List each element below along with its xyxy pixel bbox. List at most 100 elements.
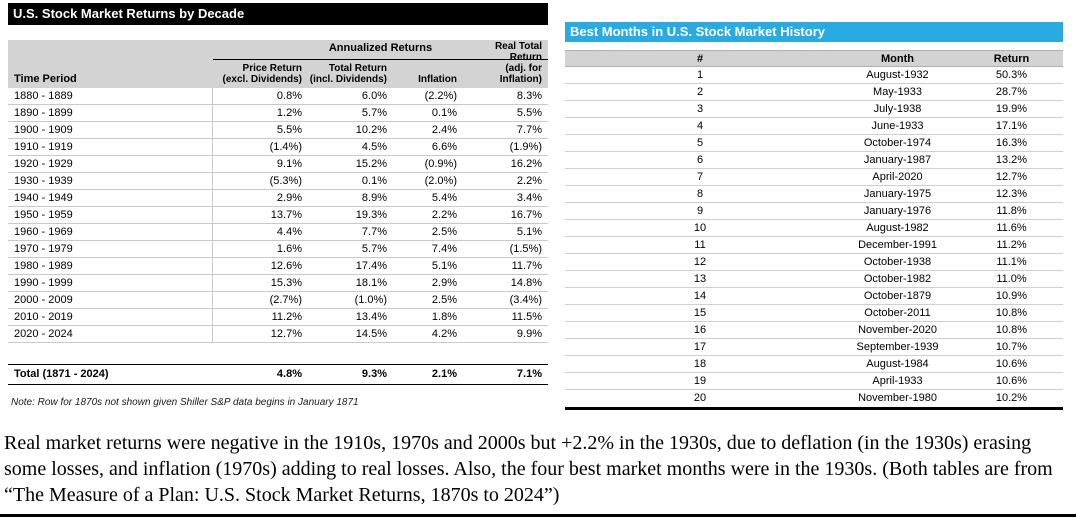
table-row: 11 December-1991 11.2% bbox=[565, 237, 1063, 254]
table-row: 1970 - 1979 1.6% 5.7% 7.4% (1.5%) bbox=[8, 241, 548, 258]
cell-month: July-1938 bbox=[873, 103, 922, 115]
cell-real-total-return: 7.7% bbox=[516, 124, 542, 136]
total-row-real: 7.1% bbox=[516, 368, 542, 380]
cell-return: 12.7% bbox=[995, 171, 1028, 183]
cell-rank: 20 bbox=[693, 392, 707, 404]
cell-real-total-return: 16.7% bbox=[510, 209, 542, 221]
column-header-real-total-return: Real Total Return (adj. for Inflation) bbox=[494, 41, 542, 85]
table-row: 13 October-1982 11.0% bbox=[565, 271, 1063, 288]
cell-month: January-1975 bbox=[863, 188, 932, 200]
cell-rank: 5 bbox=[696, 137, 704, 149]
table-row: 1940 - 1949 2.9% 8.9% 5.4% 3.4% bbox=[8, 190, 548, 207]
cell-inflation: 2.5% bbox=[431, 226, 457, 238]
cell-inflation: (0.9%) bbox=[424, 158, 457, 170]
cell-time-period: 2020 - 2024 bbox=[8, 326, 213, 342]
column-header-rank: # bbox=[696, 53, 704, 65]
cell-inflation: 0.1% bbox=[431, 107, 457, 119]
cell-return: 17.1% bbox=[995, 120, 1028, 132]
column-header-inflation: Inflation bbox=[418, 74, 457, 85]
table-row: 1960 - 1969 4.4% 7.7% 2.5% 5.1% bbox=[8, 224, 548, 241]
group-header-underline bbox=[213, 59, 548, 60]
column-header-time-period: Time Period bbox=[14, 73, 77, 85]
right-table-body: 1 August-1932 50.3% 2 May-1933 28.7% 3 J… bbox=[565, 67, 1063, 407]
cell-real-total-return: 2.2% bbox=[516, 175, 542, 187]
cell-return: 12.3% bbox=[995, 188, 1028, 200]
cell-inflation: 2.9% bbox=[431, 277, 457, 289]
cell-price-return: (2.7%) bbox=[269, 294, 302, 306]
cell-price-return: 1.2% bbox=[276, 107, 302, 119]
table-row: 1990 - 1999 15.3% 18.1% 2.9% 14.8% bbox=[8, 275, 548, 292]
annualized-returns-group-header: Annualized Returns bbox=[328, 42, 433, 54]
cell-return: 11.1% bbox=[996, 256, 1027, 268]
table-row: 20 November-1980 10.2% bbox=[565, 390, 1063, 407]
cell-price-return: 2.9% bbox=[276, 192, 302, 204]
table-row: 1950 - 1959 13.7% 19.3% 2.2% 16.7% bbox=[8, 207, 548, 224]
cell-return: 10.6% bbox=[995, 375, 1028, 387]
cell-rank: 4 bbox=[696, 120, 704, 132]
cell-total-return: 7.7% bbox=[361, 226, 387, 238]
cell-price-return: 12.6% bbox=[270, 260, 302, 272]
cell-rank: 9 bbox=[696, 205, 704, 217]
cell-price-return: 0.8% bbox=[276, 90, 302, 102]
cell-total-return: 14.5% bbox=[355, 328, 387, 340]
total-row-label: Total (1871 - 2024) bbox=[14, 368, 109, 380]
left-table-title: U.S. Stock Market Returns by Decade bbox=[13, 6, 245, 21]
cell-month: June-1933 bbox=[871, 120, 924, 132]
table-row: 8 January-1975 12.3% bbox=[565, 186, 1063, 203]
cell-time-period: 1900 - 1909 bbox=[8, 122, 213, 138]
cell-month: January-1987 bbox=[863, 154, 932, 166]
table-row: 6 January-1987 13.2% bbox=[565, 152, 1063, 169]
cell-return: 10.6% bbox=[995, 358, 1028, 370]
cell-month: April-2020 bbox=[872, 171, 923, 183]
cell-total-return: 8.9% bbox=[361, 192, 387, 204]
left-table-total-row: Total (1871 - 2024) 4.8% 9.3% 2.1% 7.1% bbox=[8, 364, 548, 385]
column-header-return: Return bbox=[993, 53, 1030, 65]
right-table-column-headers: # Month Return bbox=[565, 50, 1063, 67]
right-table-title-bar: Best Months in U.S. Stock Market History bbox=[565, 22, 1063, 42]
table-row: 18 August-1984 10.6% bbox=[565, 356, 1063, 373]
cell-price-return: 15.3% bbox=[270, 277, 302, 289]
cell-month: October-1982 bbox=[863, 273, 932, 285]
table-row: 1980 - 1989 12.6% 17.4% 5.1% 11.7% bbox=[8, 258, 548, 275]
cell-month: August-1984 bbox=[866, 358, 929, 370]
cell-time-period: 1940 - 1949 bbox=[8, 190, 213, 206]
table-row: 5 October-1974 16.3% bbox=[565, 135, 1063, 152]
left-table-note: Note: Row for 1870s not shown given Shil… bbox=[11, 397, 359, 408]
cell-price-return: 9.1% bbox=[276, 158, 302, 170]
cell-month: October-1879 bbox=[863, 290, 932, 302]
cell-inflation: (2.2%) bbox=[424, 90, 457, 102]
cell-real-total-return: 5.1% bbox=[516, 226, 542, 238]
cell-rank: 3 bbox=[696, 103, 704, 115]
cell-total-return: (1.0%) bbox=[354, 294, 387, 306]
cell-rank: 1 bbox=[696, 69, 704, 81]
cell-month: December-1991 bbox=[858, 239, 937, 251]
cell-return: 16.3% bbox=[995, 137, 1028, 149]
cell-inflation: 5.1% bbox=[431, 260, 457, 272]
cell-rank: 17 bbox=[693, 341, 707, 353]
cell-month: August-1932 bbox=[866, 69, 929, 81]
cell-total-return: 19.3% bbox=[355, 209, 387, 221]
table-row: 2 May-1933 28.7% bbox=[565, 84, 1063, 101]
cell-return: 11.6% bbox=[996, 222, 1027, 234]
cell-total-return: 17.4% bbox=[355, 260, 387, 272]
cell-real-total-return: 5.5% bbox=[516, 107, 542, 119]
left-table-body: 1880 - 1889 0.8% 6.0% (2.2%) 8.3% 1890 -… bbox=[8, 88, 548, 343]
cell-return: 11.2% bbox=[996, 239, 1027, 251]
cell-time-period: 1980 - 1989 bbox=[8, 258, 213, 274]
cell-return: 10.8% bbox=[995, 307, 1028, 319]
left-table-title-bar: U.S. Stock Market Returns by Decade bbox=[8, 3, 548, 25]
table-row: 9 January-1976 11.8% bbox=[565, 203, 1063, 220]
cell-inflation: 6.6% bbox=[431, 141, 457, 153]
cell-rank: 10 bbox=[693, 222, 707, 234]
cell-month: January-1976 bbox=[863, 205, 932, 217]
cell-time-period: 1880 - 1889 bbox=[8, 88, 213, 104]
cell-real-total-return: (1.5%) bbox=[509, 243, 542, 255]
cell-return: 10.7% bbox=[995, 341, 1028, 353]
cell-real-total-return: 11.7% bbox=[511, 260, 542, 272]
cell-rank: 13 bbox=[693, 273, 707, 285]
cell-return: 28.7% bbox=[995, 86, 1028, 98]
table-row: 10 August-1982 11.6% bbox=[565, 220, 1063, 237]
cell-time-period: 2000 - 2009 bbox=[8, 292, 213, 308]
cell-time-period: 1960 - 1969 bbox=[8, 224, 213, 240]
cell-return: 11.8% bbox=[996, 205, 1027, 217]
